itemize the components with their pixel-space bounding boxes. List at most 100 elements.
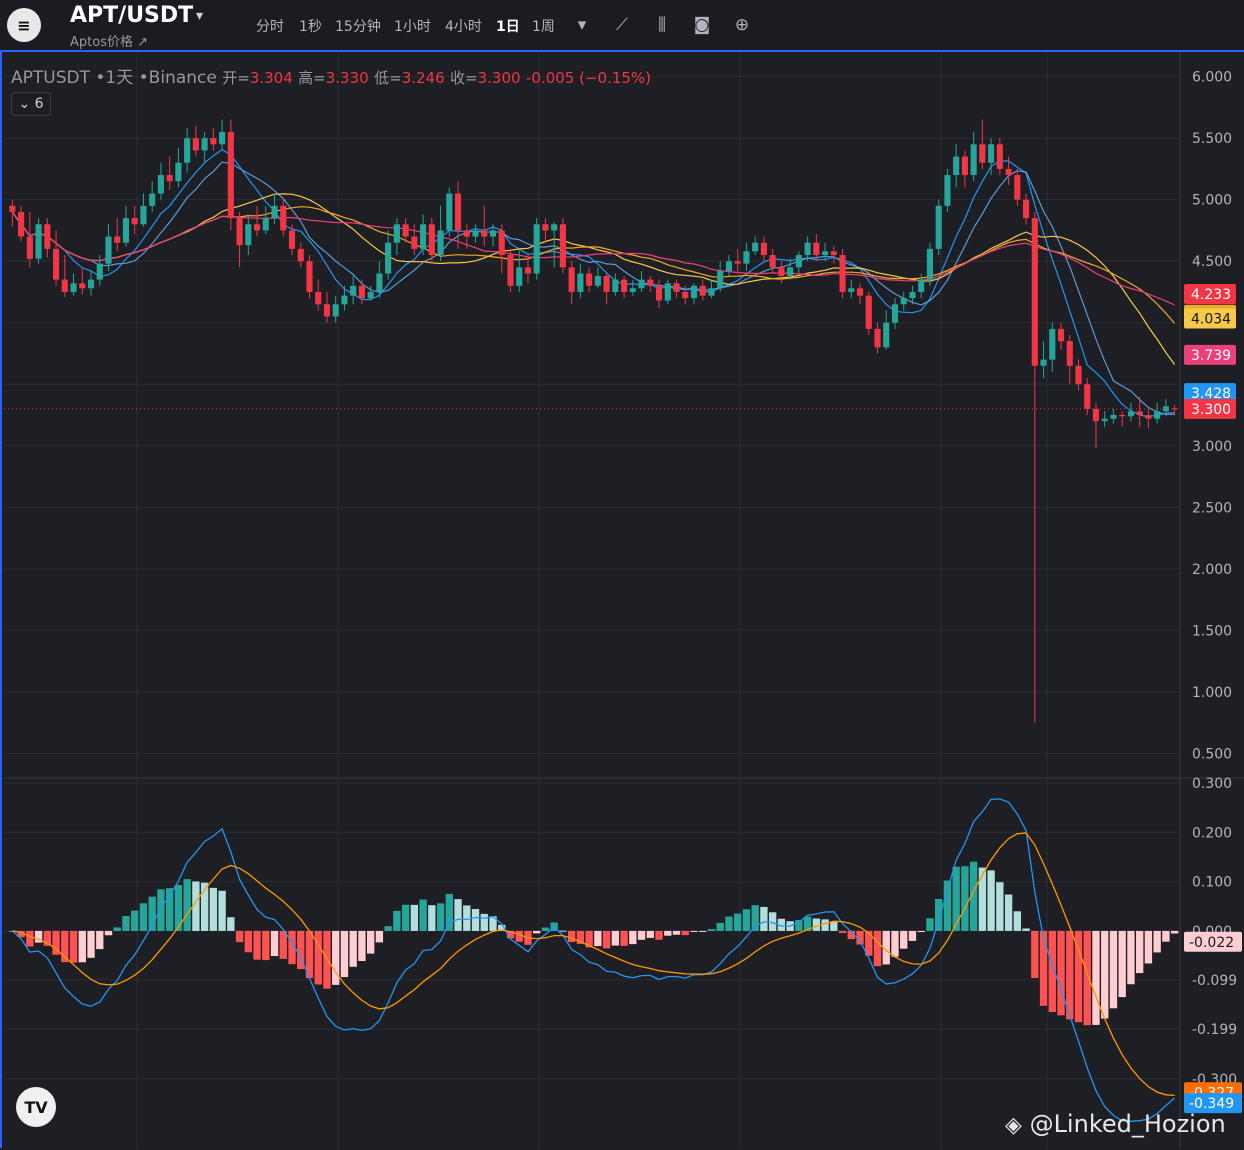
candle-body-127 <box>1119 415 1126 417</box>
indicator-chart-icon[interactable]: ⟋ <box>616 15 628 35</box>
macd-hist-bar-82 <box>725 916 733 931</box>
candle-body-81 <box>717 271 724 289</box>
symbol-title[interactable]: APT/USDT <box>70 3 194 28</box>
price-and-macd-chart[interactable]: 6.000 5.500 5.000 4.500 3.000 2.500 2.000 1.500… <box>2 52 1244 1148</box>
candle-body-116 <box>1023 199 1030 219</box>
candle-body-76 <box>673 283 680 292</box>
chart-area[interactable]: 6.000 5.500 5.000 4.500 3.000 2.500 2.000 1.500… <box>0 52 1244 1148</box>
candle-body-59 <box>524 267 532 274</box>
macd-hist-bar-10 <box>96 930 104 950</box>
candle-body-74 <box>655 285 663 301</box>
candle-body-14 <box>131 218 138 225</box>
candle-body-13 <box>122 218 130 243</box>
legend-exchange: •Binance <box>138 68 217 88</box>
timeframe-3[interactable]: 1小时 <box>394 19 431 35</box>
timeframe-1[interactable]: 1秒 <box>299 19 322 35</box>
macd-hist-bar-121 <box>1066 930 1074 1020</box>
candle-body-99 <box>874 328 881 348</box>
candle-body-38 <box>341 295 348 305</box>
candle-body-113 <box>996 144 1003 169</box>
macd-hist-bar-49 <box>436 903 445 931</box>
symbol-subtitle[interactable]: Aptos价格 ↗ <box>70 35 148 50</box>
macd-hist-bar-119 <box>1048 930 1056 1013</box>
candle-body-83 <box>734 261 741 264</box>
candle-body-97 <box>856 288 864 296</box>
candle-body-131 <box>1154 411 1161 419</box>
binance-diamond-icon: ◈ <box>1005 1113 1022 1138</box>
timeframe-5[interactable]: 1日 <box>496 19 520 35</box>
macd-hist-bar-13 <box>122 915 130 931</box>
candle-body-16 <box>149 193 156 206</box>
macd-hist-bar-74 <box>655 930 663 940</box>
dropdown-caret-icon[interactable]: ▾ <box>577 15 587 35</box>
candle-body-61 <box>542 224 549 231</box>
price-tick-label-3: 4.500 <box>1192 254 1232 270</box>
candle-body-44 <box>393 224 400 243</box>
timeframe-4[interactable]: 4小时 <box>445 19 482 35</box>
candle-body-73 <box>647 279 654 286</box>
candle-body-20 <box>184 138 191 163</box>
tradingview-logo-icon[interactable]: TV <box>16 1087 56 1127</box>
candle-body-0 <box>9 205 16 212</box>
candle-body-72 <box>638 279 645 289</box>
candle-body-77 <box>682 291 689 299</box>
candle-body-47 <box>420 224 427 249</box>
macd-hist-bar-19 <box>174 885 183 931</box>
candle-body-86 <box>760 242 767 256</box>
candle-body-117 <box>1031 218 1038 366</box>
candle-body-107 <box>944 175 951 206</box>
candle-body-88 <box>778 267 785 276</box>
macd-hist-bar-105 <box>926 918 934 931</box>
candle-body-48 <box>428 224 435 256</box>
macd-hist-bar-75 <box>664 930 672 936</box>
timeframe-0[interactable]: 分时 <box>256 19 284 35</box>
macd-hist-bar-128 <box>1127 930 1135 985</box>
indicators-collapse-button[interactable]: ⌄ 6 <box>11 92 51 116</box>
ma-line-20 <box>11 193 1176 365</box>
macd-value-tag-2 <box>1184 1093 1242 1114</box>
candle-body-119 <box>1049 328 1056 360</box>
macd-hist-bar-108 <box>952 866 960 931</box>
macd-hist-bar-122 <box>1074 930 1083 1023</box>
macd-hist-bar-131 <box>1153 930 1161 953</box>
candle-body-101 <box>891 304 899 323</box>
candle-body-22 <box>201 138 208 151</box>
macd-hist-bar-38 <box>340 930 349 978</box>
ma-value-tag-3 <box>1184 344 1236 365</box>
chevron-down-icon[interactable]: ▾ <box>196 8 204 24</box>
price-tick-label-6: 2.000 <box>1192 562 1232 578</box>
candle-body-8 <box>79 283 86 289</box>
candle-body-106 <box>935 205 942 249</box>
add-icon[interactable]: ⊕ <box>734 15 750 35</box>
ma-value-tag-4 <box>1184 383 1236 404</box>
timeframe-6[interactable]: 1周 <box>532 19 555 35</box>
candle-body-49 <box>437 230 444 256</box>
macd-hist-bar-26 <box>235 930 244 943</box>
macd-hist-bar-63 <box>559 930 567 932</box>
price-tick-label-9: 0.500 <box>1192 746 1232 762</box>
macd-hist-bar-1 <box>17 930 25 938</box>
macd-hist-bar-130 <box>1144 930 1153 964</box>
candle-body-40 <box>358 285 365 299</box>
macd-hist-bar-8 <box>78 930 86 963</box>
macd-hist-bar-96 <box>847 930 855 940</box>
macd-hist-bar-88 <box>777 918 786 931</box>
macd-hist-bar-86 <box>760 906 768 931</box>
candle-body-54 <box>481 230 488 237</box>
macd-value-tag-text-0: -0.022 <box>1189 935 1234 951</box>
candle-body-64 <box>568 267 575 292</box>
candle-body-67 <box>594 275 601 286</box>
candle-body-23 <box>210 138 217 145</box>
macd-hist-bar-30 <box>270 930 279 957</box>
macd-hist-bar-23 <box>209 887 218 931</box>
macd-line <box>11 798 1176 1122</box>
menu-logo-icon[interactable]: ≡ <box>7 8 41 42</box>
macd-hist-bar-21 <box>192 881 200 931</box>
timeframe-2[interactable]: 15分钟 <box>335 19 381 35</box>
macd-hist-bar-37 <box>332 930 340 985</box>
macd-hist-bar-44 <box>393 910 401 931</box>
macd-hist-bar-31 <box>279 930 287 959</box>
camera-icon[interactable]: ◙ <box>693 15 711 35</box>
macd-hist-bar-91 <box>803 916 812 931</box>
candles-icon[interactable]: ⫼ <box>658 15 666 35</box>
